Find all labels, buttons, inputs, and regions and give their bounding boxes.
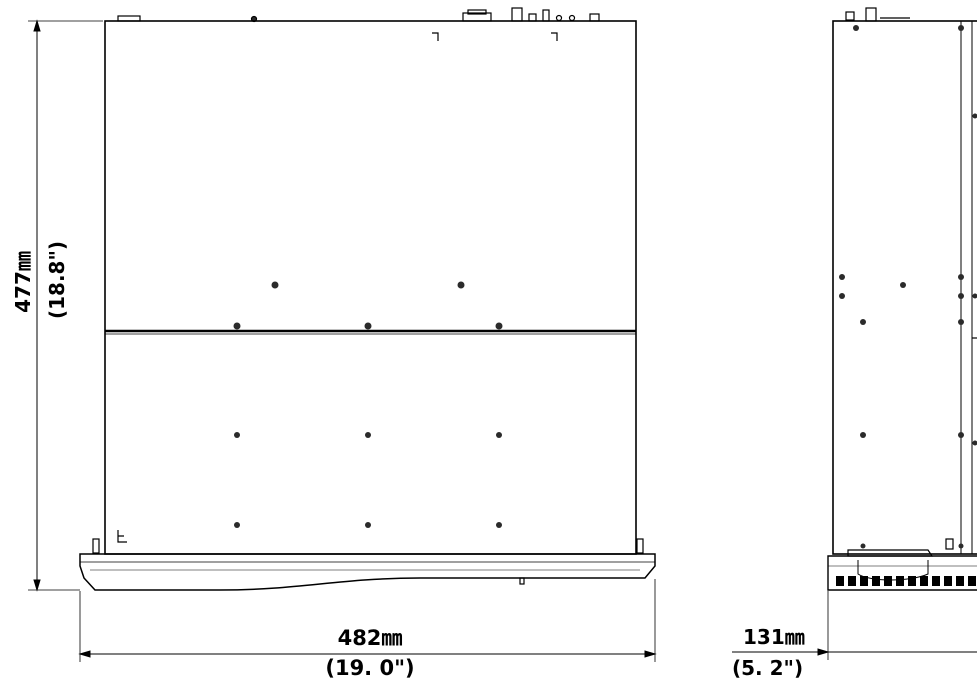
screw [860,543,866,549]
height-dimension-line [732,591,977,660]
width-mm-label: 482㎜ [337,626,403,650]
depth-mm-label: 477㎜ [11,251,35,313]
screw [972,293,977,299]
screw [958,293,964,299]
screw [839,274,845,280]
screw [860,319,866,325]
screw [958,543,964,549]
screw [958,274,964,280]
screw [233,322,241,330]
side-view-feet [836,576,976,586]
screw [234,522,240,528]
top-view-screws [233,281,503,528]
width-in-label: (19. 0") [325,656,415,680]
screw [496,522,502,528]
screw [496,432,502,438]
top-view-corner-mark-right [551,32,558,41]
side-view [827,7,977,591]
screw [234,432,240,438]
top-view-rear-connectors [117,7,600,23]
top-view [79,7,656,591]
screw [364,322,372,330]
screw [900,282,906,288]
top-view-corner-mark-left [432,32,439,41]
screw [271,281,279,289]
depth-in-label: (18.8") [45,240,69,320]
screw [365,432,371,438]
top-view-right-handle [636,538,644,554]
top-view-label-mark [117,530,127,543]
top-view-left-handle [92,538,100,554]
side-view-chassis [832,20,977,555]
screw [958,25,964,31]
screw [860,432,866,438]
screw [958,432,964,438]
height-in-label: (5. 2") [732,656,804,680]
top-view-front-bezel [79,553,656,591]
depth-dimension-line [28,19,103,592]
screw [495,322,503,330]
screw [853,25,859,31]
side-view-front-bezel [827,555,977,591]
side-view-screws [839,25,977,549]
screw [972,440,977,446]
screw [839,293,845,299]
screw [972,113,977,119]
screw [365,522,371,528]
top-view-chassis [104,20,637,555]
width-dimension-line [78,579,657,662]
screw [457,281,465,289]
screw [958,319,964,325]
height-mm-label: 131㎜ [743,625,805,649]
